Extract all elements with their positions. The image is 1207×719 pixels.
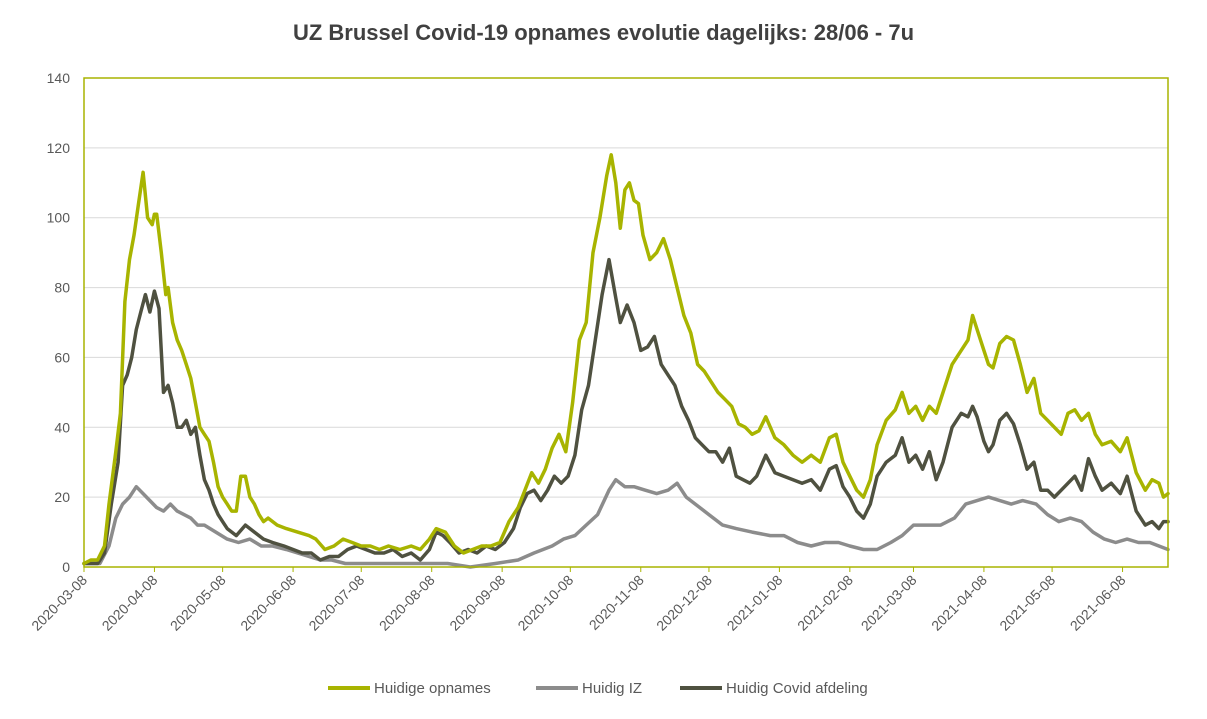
legend-label: Huidig IZ — [582, 680, 642, 697]
legend-label: Huidig Covid afdeling — [726, 680, 868, 697]
y-tick-label: 0 — [62, 559, 70, 575]
x-tick-label: 2020-08-08 — [376, 572, 438, 634]
y-tick-label: 120 — [47, 140, 71, 156]
series-line-2 — [84, 260, 1168, 564]
legend-label: Huidige opnames — [374, 680, 491, 697]
y-tick-label: 140 — [47, 70, 71, 86]
x-tick-label: 2020-05-08 — [167, 572, 229, 634]
x-tick-label: 2021-05-08 — [996, 572, 1058, 634]
y-tick-label: 40 — [54, 419, 70, 435]
y-tick-label: 100 — [47, 210, 71, 226]
y-axis-ticks: 0 20 40 60 80 100 120 140 — [47, 70, 71, 575]
plot-area-border — [84, 78, 1168, 567]
x-tick-label: 2021-03-08 — [858, 572, 920, 634]
legend: Huidige opnames Huidig IZ Huidig Covid afd… — [328, 680, 868, 697]
series-lines — [84, 155, 1168, 567]
x-tick-label: 2020-10-08 — [514, 572, 576, 634]
x-tick-label: 2021-02-08 — [794, 572, 856, 634]
x-axis-ticks: 2020-03-082020-04-082020-05-082020-06-08… — [28, 567, 1129, 634]
x-tick-label: 2021-01-08 — [724, 572, 786, 634]
x-tick-label: 2020-07-08 — [305, 572, 367, 634]
series-line-1 — [84, 480, 1168, 567]
x-tick-label: 2021-04-08 — [928, 572, 990, 634]
x-tick-label: 2020-06-08 — [237, 572, 299, 634]
x-tick-label: 2020-11-08 — [586, 572, 647, 633]
x-tick-label: 2021-06-08 — [1067, 572, 1129, 634]
x-tick-label: 2020-09-08 — [446, 572, 508, 634]
x-tick-label: 2020-04-08 — [99, 572, 161, 634]
x-tick-label: 2020-12-08 — [653, 572, 715, 634]
x-tick-label: 2020-03-08 — [28, 572, 90, 634]
y-tick-label: 80 — [54, 280, 70, 296]
y-tick-label: 20 — [54, 489, 70, 505]
y-tick-label: 60 — [54, 349, 70, 365]
gridlines — [84, 78, 1168, 567]
